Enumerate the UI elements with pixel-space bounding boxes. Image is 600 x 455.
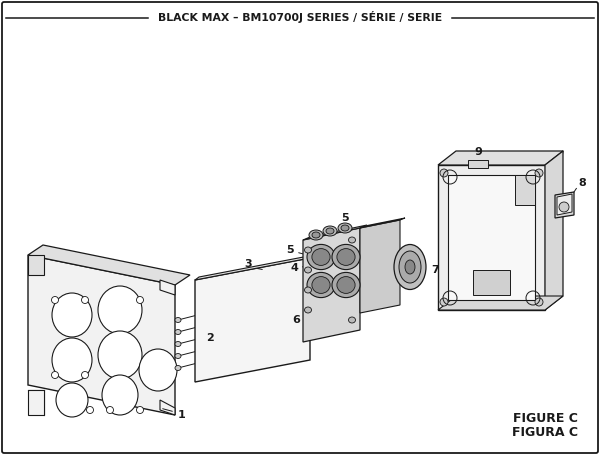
Text: 1: 1 xyxy=(178,410,186,420)
Text: 9: 9 xyxy=(474,147,482,157)
Ellipse shape xyxy=(175,354,181,359)
Polygon shape xyxy=(360,218,405,228)
Ellipse shape xyxy=(102,375,138,415)
Polygon shape xyxy=(468,160,488,168)
Ellipse shape xyxy=(323,226,337,236)
Text: 7: 7 xyxy=(431,265,439,275)
Text: 4: 4 xyxy=(290,263,298,273)
Ellipse shape xyxy=(349,237,355,243)
Ellipse shape xyxy=(440,298,448,306)
Ellipse shape xyxy=(137,406,143,414)
Ellipse shape xyxy=(341,225,349,231)
Text: 8: 8 xyxy=(578,178,586,188)
Text: 6: 6 xyxy=(292,315,300,325)
Ellipse shape xyxy=(86,406,94,414)
Ellipse shape xyxy=(305,287,311,293)
Ellipse shape xyxy=(175,365,181,370)
Ellipse shape xyxy=(559,202,569,212)
Polygon shape xyxy=(515,175,535,205)
Polygon shape xyxy=(360,220,400,313)
Ellipse shape xyxy=(332,273,360,298)
Ellipse shape xyxy=(405,260,415,274)
Polygon shape xyxy=(557,194,572,215)
Ellipse shape xyxy=(98,331,142,379)
Ellipse shape xyxy=(440,169,448,177)
Ellipse shape xyxy=(175,329,181,334)
Ellipse shape xyxy=(337,277,355,293)
Text: FIGURE C: FIGURE C xyxy=(512,411,577,425)
Ellipse shape xyxy=(305,247,311,253)
Ellipse shape xyxy=(98,286,142,334)
Polygon shape xyxy=(438,151,563,165)
Ellipse shape xyxy=(349,317,355,323)
Ellipse shape xyxy=(52,338,92,382)
Ellipse shape xyxy=(312,277,330,293)
Ellipse shape xyxy=(338,223,352,233)
Polygon shape xyxy=(160,400,175,415)
Ellipse shape xyxy=(52,297,59,303)
Text: 5: 5 xyxy=(341,213,349,223)
Ellipse shape xyxy=(305,307,311,313)
Ellipse shape xyxy=(535,298,543,306)
Polygon shape xyxy=(555,192,574,218)
Ellipse shape xyxy=(52,293,92,337)
Ellipse shape xyxy=(312,248,330,265)
Ellipse shape xyxy=(307,244,335,270)
Polygon shape xyxy=(28,255,44,275)
Polygon shape xyxy=(28,390,44,415)
Ellipse shape xyxy=(82,371,89,379)
Polygon shape xyxy=(195,255,314,280)
Ellipse shape xyxy=(175,318,181,323)
Ellipse shape xyxy=(137,297,143,303)
Ellipse shape xyxy=(309,230,323,240)
Ellipse shape xyxy=(56,383,88,417)
Polygon shape xyxy=(448,175,535,300)
Polygon shape xyxy=(438,296,563,310)
Text: FIGURA C: FIGURA C xyxy=(512,426,578,440)
Polygon shape xyxy=(28,245,190,285)
Ellipse shape xyxy=(305,267,311,273)
Ellipse shape xyxy=(399,251,421,283)
Text: 2: 2 xyxy=(206,333,214,343)
Ellipse shape xyxy=(535,169,543,177)
Ellipse shape xyxy=(107,406,113,414)
Polygon shape xyxy=(160,280,175,295)
Polygon shape xyxy=(545,151,563,310)
Ellipse shape xyxy=(175,342,181,347)
Polygon shape xyxy=(438,165,545,310)
Ellipse shape xyxy=(52,371,59,379)
Text: BLACK MAX – BM10700J SERIES / SÉRIE / SERIE: BLACK MAX – BM10700J SERIES / SÉRIE / SE… xyxy=(158,11,442,23)
Ellipse shape xyxy=(332,244,360,270)
Ellipse shape xyxy=(307,273,335,298)
Ellipse shape xyxy=(312,232,320,238)
Ellipse shape xyxy=(82,297,89,303)
Polygon shape xyxy=(303,228,360,342)
Polygon shape xyxy=(28,255,175,415)
Ellipse shape xyxy=(394,244,426,289)
Text: 3: 3 xyxy=(244,259,252,269)
Ellipse shape xyxy=(337,248,355,265)
Polygon shape xyxy=(303,225,367,240)
Ellipse shape xyxy=(139,349,177,391)
Polygon shape xyxy=(473,270,510,295)
Text: 5: 5 xyxy=(286,245,294,255)
Ellipse shape xyxy=(326,228,334,234)
Polygon shape xyxy=(195,258,310,382)
